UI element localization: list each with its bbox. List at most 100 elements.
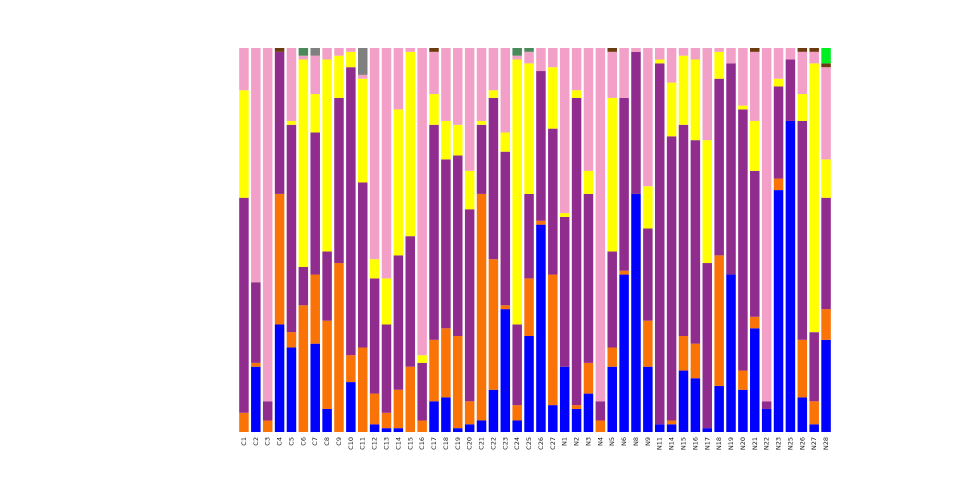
bar-segment: [726, 48, 736, 64]
bar-segment: [417, 362, 427, 421]
bar-segment: [512, 420, 522, 432]
bar-segment: [500, 132, 511, 152]
bar-segment: [286, 347, 297, 432]
x-tick-label: C7: [311, 437, 319, 446]
bar-segment: [714, 385, 724, 432]
bar-segment: [251, 48, 261, 283]
bar-segment: [298, 59, 309, 267]
bar-segment: [643, 228, 653, 321]
bar-segment: [453, 124, 463, 156]
bar-segment: [488, 259, 499, 390]
x-tick-label: C26: [537, 437, 545, 450]
bar-segment: [310, 132, 320, 275]
x-tick-label: N2: [573, 437, 581, 446]
bar-segment: [464, 401, 475, 425]
bar-segment: [239, 48, 249, 91]
bar-segment: [690, 48, 701, 60]
bar-segment: [666, 424, 677, 432]
bar-segment: [464, 170, 475, 210]
bar-segment: [738, 109, 748, 371]
bar-segment: [346, 51, 356, 68]
bar-segment: [761, 48, 772, 402]
bar-segment: [369, 48, 380, 260]
x-tick-label: N6: [620, 437, 628, 446]
bar-segment: [500, 309, 511, 432]
x-tick-label: N18: [715, 437, 723, 450]
bar-segment: [464, 424, 475, 432]
bar-segment: [441, 159, 451, 329]
bar-segment: [571, 408, 582, 432]
bar-segment: [369, 424, 380, 432]
x-tick-label: N22: [763, 437, 771, 450]
bar-segment: [464, 48, 475, 171]
bar-segment: [381, 278, 392, 325]
x-tick-label: N14: [668, 437, 676, 450]
bar-segment: [809, 332, 819, 402]
bar-segment: [571, 405, 582, 409]
bar-segment: [773, 178, 784, 191]
x-tick-label: N21: [751, 437, 759, 450]
bar-segment: [654, 63, 665, 425]
bar-segment: [453, 336, 463, 429]
x-tick-label: C9: [335, 437, 343, 446]
bar-segment: [369, 259, 380, 279]
bar-segment: [393, 389, 404, 429]
bar-segment: [583, 193, 594, 363]
bar-segment: [738, 389, 748, 432]
bar-segment: [298, 305, 309, 432]
bar-segment: [393, 255, 404, 390]
bar-segment: [797, 94, 808, 121]
bar-segment: [750, 51, 760, 121]
bar-segment: [595, 48, 606, 402]
bar-segment: [310, 94, 320, 133]
bar-segment: [761, 408, 772, 432]
bar-segment: [797, 48, 808, 52]
bar-segment: [643, 186, 653, 229]
bar-segment: [381, 324, 392, 413]
bar-segment: [809, 51, 819, 64]
bar-segment: [643, 320, 653, 367]
bar-segment: [429, 401, 439, 432]
bar-segment: [750, 120, 760, 171]
bar-segment: [583, 362, 594, 394]
bar-segment: [274, 48, 285, 52]
bar-segment: [690, 59, 701, 141]
bar-segment: [274, 324, 285, 432]
bar-segment: [429, 51, 439, 95]
bar-segment: [251, 366, 261, 432]
bar-segment: [797, 51, 808, 95]
bar-segment: [322, 48, 332, 60]
bar-segment: [773, 48, 784, 79]
bar-segment: [761, 401, 772, 409]
bar-segment: [453, 48, 463, 125]
bar-segment: [607, 347, 617, 367]
bar-segment: [369, 393, 380, 425]
x-tick-label: N9: [644, 437, 652, 446]
bar-segment: [322, 251, 332, 321]
x-tick-label: C13: [383, 437, 391, 450]
bar-segment: [548, 405, 558, 432]
bar-segment: [286, 48, 297, 121]
bar-segment: [821, 309, 831, 340]
bar-segment: [750, 48, 760, 52]
bar-segment: [678, 124, 689, 336]
bar-segment: [548, 67, 558, 129]
bar-segment: [429, 94, 439, 125]
x-tick-label: N28: [822, 437, 830, 450]
bar-segment: [381, 428, 392, 432]
bar-segment: [666, 48, 677, 83]
bar-segment: [488, 97, 499, 260]
x-tick-label: N3: [584, 437, 592, 446]
x-tick-label: N16: [691, 437, 699, 450]
bar-segment: [619, 48, 629, 98]
x-tick-label: N5: [608, 437, 616, 446]
bar-segment: [654, 48, 665, 60]
x-tick-label: C21: [478, 437, 486, 450]
bar-segment: [690, 378, 701, 432]
bar-segment: [678, 370, 689, 432]
x-tick-label: N26: [798, 437, 806, 450]
bar-segment: [381, 412, 392, 429]
bar-segment: [559, 213, 570, 217]
bar-segment: [310, 274, 320, 344]
